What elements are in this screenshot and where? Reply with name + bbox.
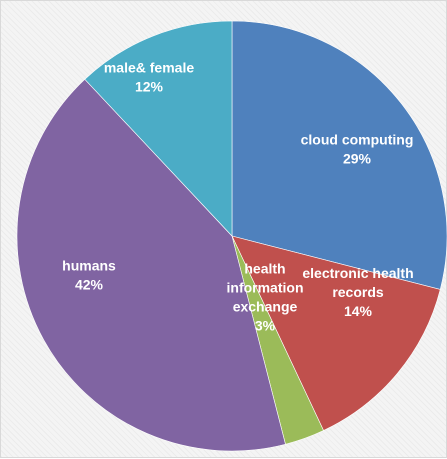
pie-slice-male-female: [84, 20, 233, 237]
slice-label-humans: humans 42%: [62, 258, 116, 293]
slice-label-male-female: male& female 12%: [104, 60, 194, 95]
pie-slice-humans: [16, 78, 286, 452]
slice-label-health-information-exchange: health information exchange 3%: [227, 261, 304, 334]
slice-label-electronic-health-records: electronic health records 14%: [302, 265, 413, 319]
pie-slice-electronic-health-records: [231, 235, 441, 431]
slice-label-cloud-computing: cloud computing 29%: [301, 132, 414, 167]
